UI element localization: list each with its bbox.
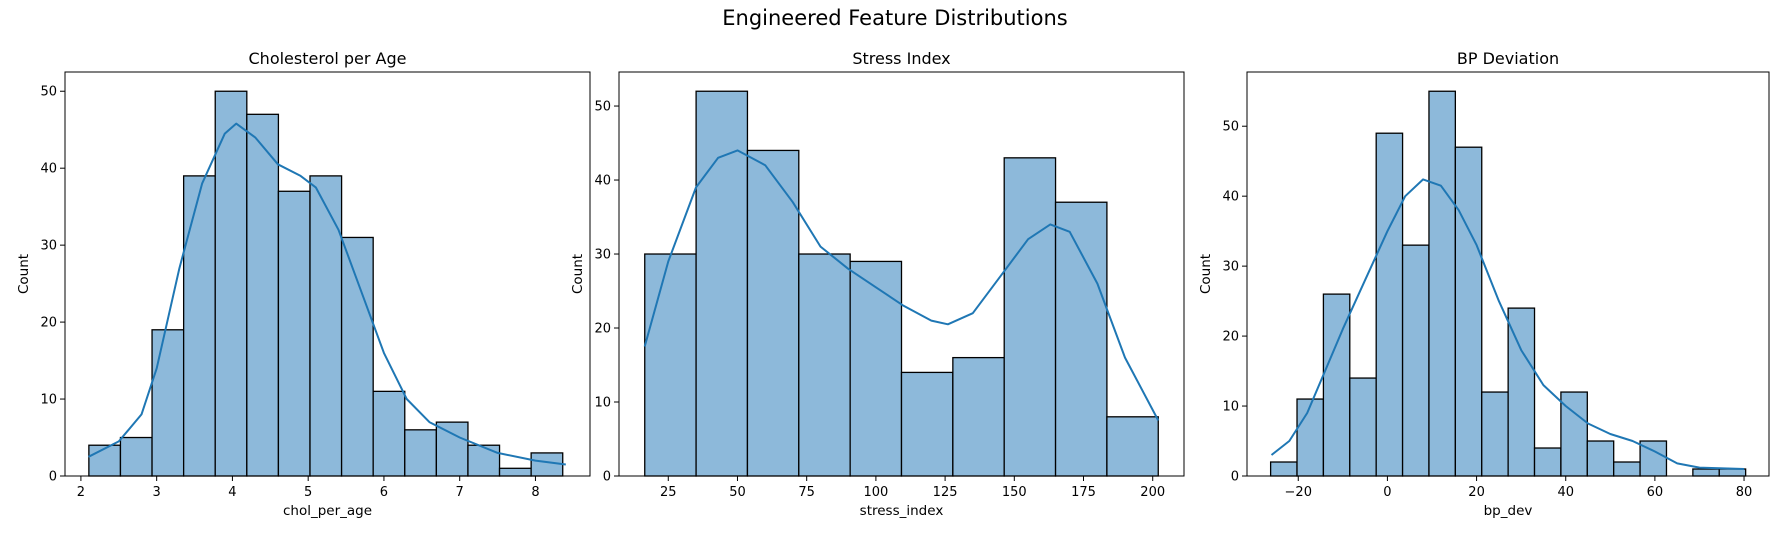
- subplot-2: 25 50 75 100 125 150 175 200 0 10 20 30 40 50 Stress I…: [570, 49, 1185, 519]
- x-tick-label: 2: [77, 485, 85, 500]
- x-tick-label: 80: [1736, 485, 1753, 500]
- x-tick-label: 4: [228, 485, 236, 500]
- histogram-bar: [1692, 468, 1720, 477]
- histogram-bar: [1375, 132, 1404, 477]
- histogram-bar: [900, 371, 954, 477]
- x-tick-label: 200: [1140, 485, 1165, 500]
- y-tick-label: 30: [594, 248, 611, 263]
- histogram-bar: [404, 429, 438, 477]
- subplot-title: BP Deviation: [1457, 49, 1559, 68]
- y-tick-label: 0: [49, 470, 57, 485]
- x-tick-label: 40: [1557, 485, 1574, 500]
- x-tick-label: 75: [798, 485, 815, 500]
- figure-title: Engineered Feature Distributions: [722, 6, 1067, 30]
- histogram-bar: [340, 236, 374, 477]
- kde-line: [1270, 178, 1745, 470]
- histogram-bar: [214, 90, 248, 477]
- histogram-bar: [88, 444, 122, 477]
- histogram-bar: [309, 175, 343, 477]
- histogram-bar: [1533, 447, 1562, 477]
- histogram-bar: [1481, 391, 1509, 477]
- subplot-3: −20 0 20 40 60 80 0 10 20 30 40 50 BP Deviation bp_de…: [1198, 49, 1770, 519]
- histogram-bar: [798, 253, 851, 477]
- y-axis-label: Count: [1198, 254, 1214, 294]
- y-tick-label: 30: [40, 239, 57, 254]
- histogram-bar: [1054, 201, 1108, 477]
- x-axis-label: stress_index: [860, 503, 944, 519]
- y-tick-label: 30: [1222, 260, 1239, 275]
- x-tick-label: 100: [863, 485, 888, 500]
- x-tick-label: 0: [1383, 485, 1391, 500]
- histogram-bar: [1349, 377, 1377, 477]
- y-tick-label: 50: [40, 85, 57, 100]
- x-tick-label: 60: [1647, 485, 1664, 500]
- axes-frame: [64, 71, 591, 477]
- histogram-bar: [498, 467, 532, 477]
- y-tick-label: 20: [594, 322, 611, 337]
- histogram-bar: [1428, 90, 1457, 477]
- x-tick-label: 7: [456, 485, 464, 500]
- histogram-bar: [1296, 398, 1325, 477]
- y-tick-label: 50: [594, 100, 611, 115]
- x-tick-label: 20: [1468, 485, 1485, 500]
- x-axis-label: bp_dev: [1484, 503, 1533, 519]
- y-tick-label: 40: [1222, 190, 1239, 205]
- y-tick-label: 10: [40, 393, 57, 408]
- y-tick-label: 40: [40, 162, 57, 177]
- histogram-bar: [849, 260, 903, 477]
- x-tick-label: −20: [1285, 485, 1312, 500]
- y-tick-label: 10: [1222, 400, 1239, 415]
- y-axis-label: Count: [570, 254, 586, 294]
- histogram-bar: [1454, 146, 1483, 477]
- histogram-bar: [1613, 461, 1641, 477]
- histogram-bar: [435, 421, 469, 477]
- y-tick-label: 0: [603, 470, 611, 485]
- histogram-bar: [1106, 416, 1159, 477]
- histogram-bar: [277, 190, 311, 477]
- y-tick-label: 0: [1231, 470, 1239, 485]
- axes-frame: [1246, 71, 1770, 477]
- histogram-bar: [372, 390, 406, 477]
- y-tick-label: 40: [594, 174, 611, 189]
- histogram-bar: [1718, 468, 1747, 477]
- axes-frame: [618, 71, 1185, 477]
- histogram-bar: [1269, 461, 1298, 477]
- y-tick-label: 10: [594, 396, 611, 411]
- x-tick-label: 125: [933, 485, 958, 500]
- y-tick-label: 20: [1222, 330, 1239, 345]
- x-tick-label: 50: [729, 485, 746, 500]
- x-axis-label: chol_per_age: [283, 503, 372, 519]
- y-axis-label: Count: [16, 254, 32, 294]
- histogram-bar: [1507, 307, 1536, 477]
- x-tick-label: 8: [531, 485, 539, 500]
- histogram-bar: [151, 329, 185, 477]
- kde-line: [643, 149, 1160, 421]
- y-tick-label: 20: [40, 316, 57, 331]
- histogram-bar: [1586, 440, 1615, 477]
- x-tick-label: 175: [1071, 485, 1096, 500]
- subplot-title: Cholesterol per Age: [249, 49, 407, 68]
- subplot-1: 2 3 4 5 6 7 8 0 10 20 30 40 50 Cholesterol per Age cho…: [16, 49, 591, 519]
- x-tick-label: 6: [380, 485, 388, 500]
- histogram-bar: [119, 436, 153, 477]
- histogram-bar: [246, 113, 280, 477]
- y-tick-label: 50: [1222, 120, 1239, 135]
- histogram-bar: [182, 175, 216, 477]
- subplot-title: Stress Index: [852, 49, 950, 68]
- histogram-bar: [644, 253, 697, 477]
- x-tick-label: 25: [660, 485, 677, 500]
- histogram-bar: [952, 356, 1005, 477]
- histogram-bar: [467, 444, 501, 477]
- kde-line: [88, 122, 566, 466]
- histogram-bar: [1401, 244, 1430, 477]
- x-tick-label: 3: [153, 485, 161, 500]
- histogram-bar: [695, 90, 749, 477]
- x-tick-label: 5: [304, 485, 312, 500]
- histogram-bar: [1003, 157, 1057, 477]
- x-tick-label: 150: [1002, 485, 1027, 500]
